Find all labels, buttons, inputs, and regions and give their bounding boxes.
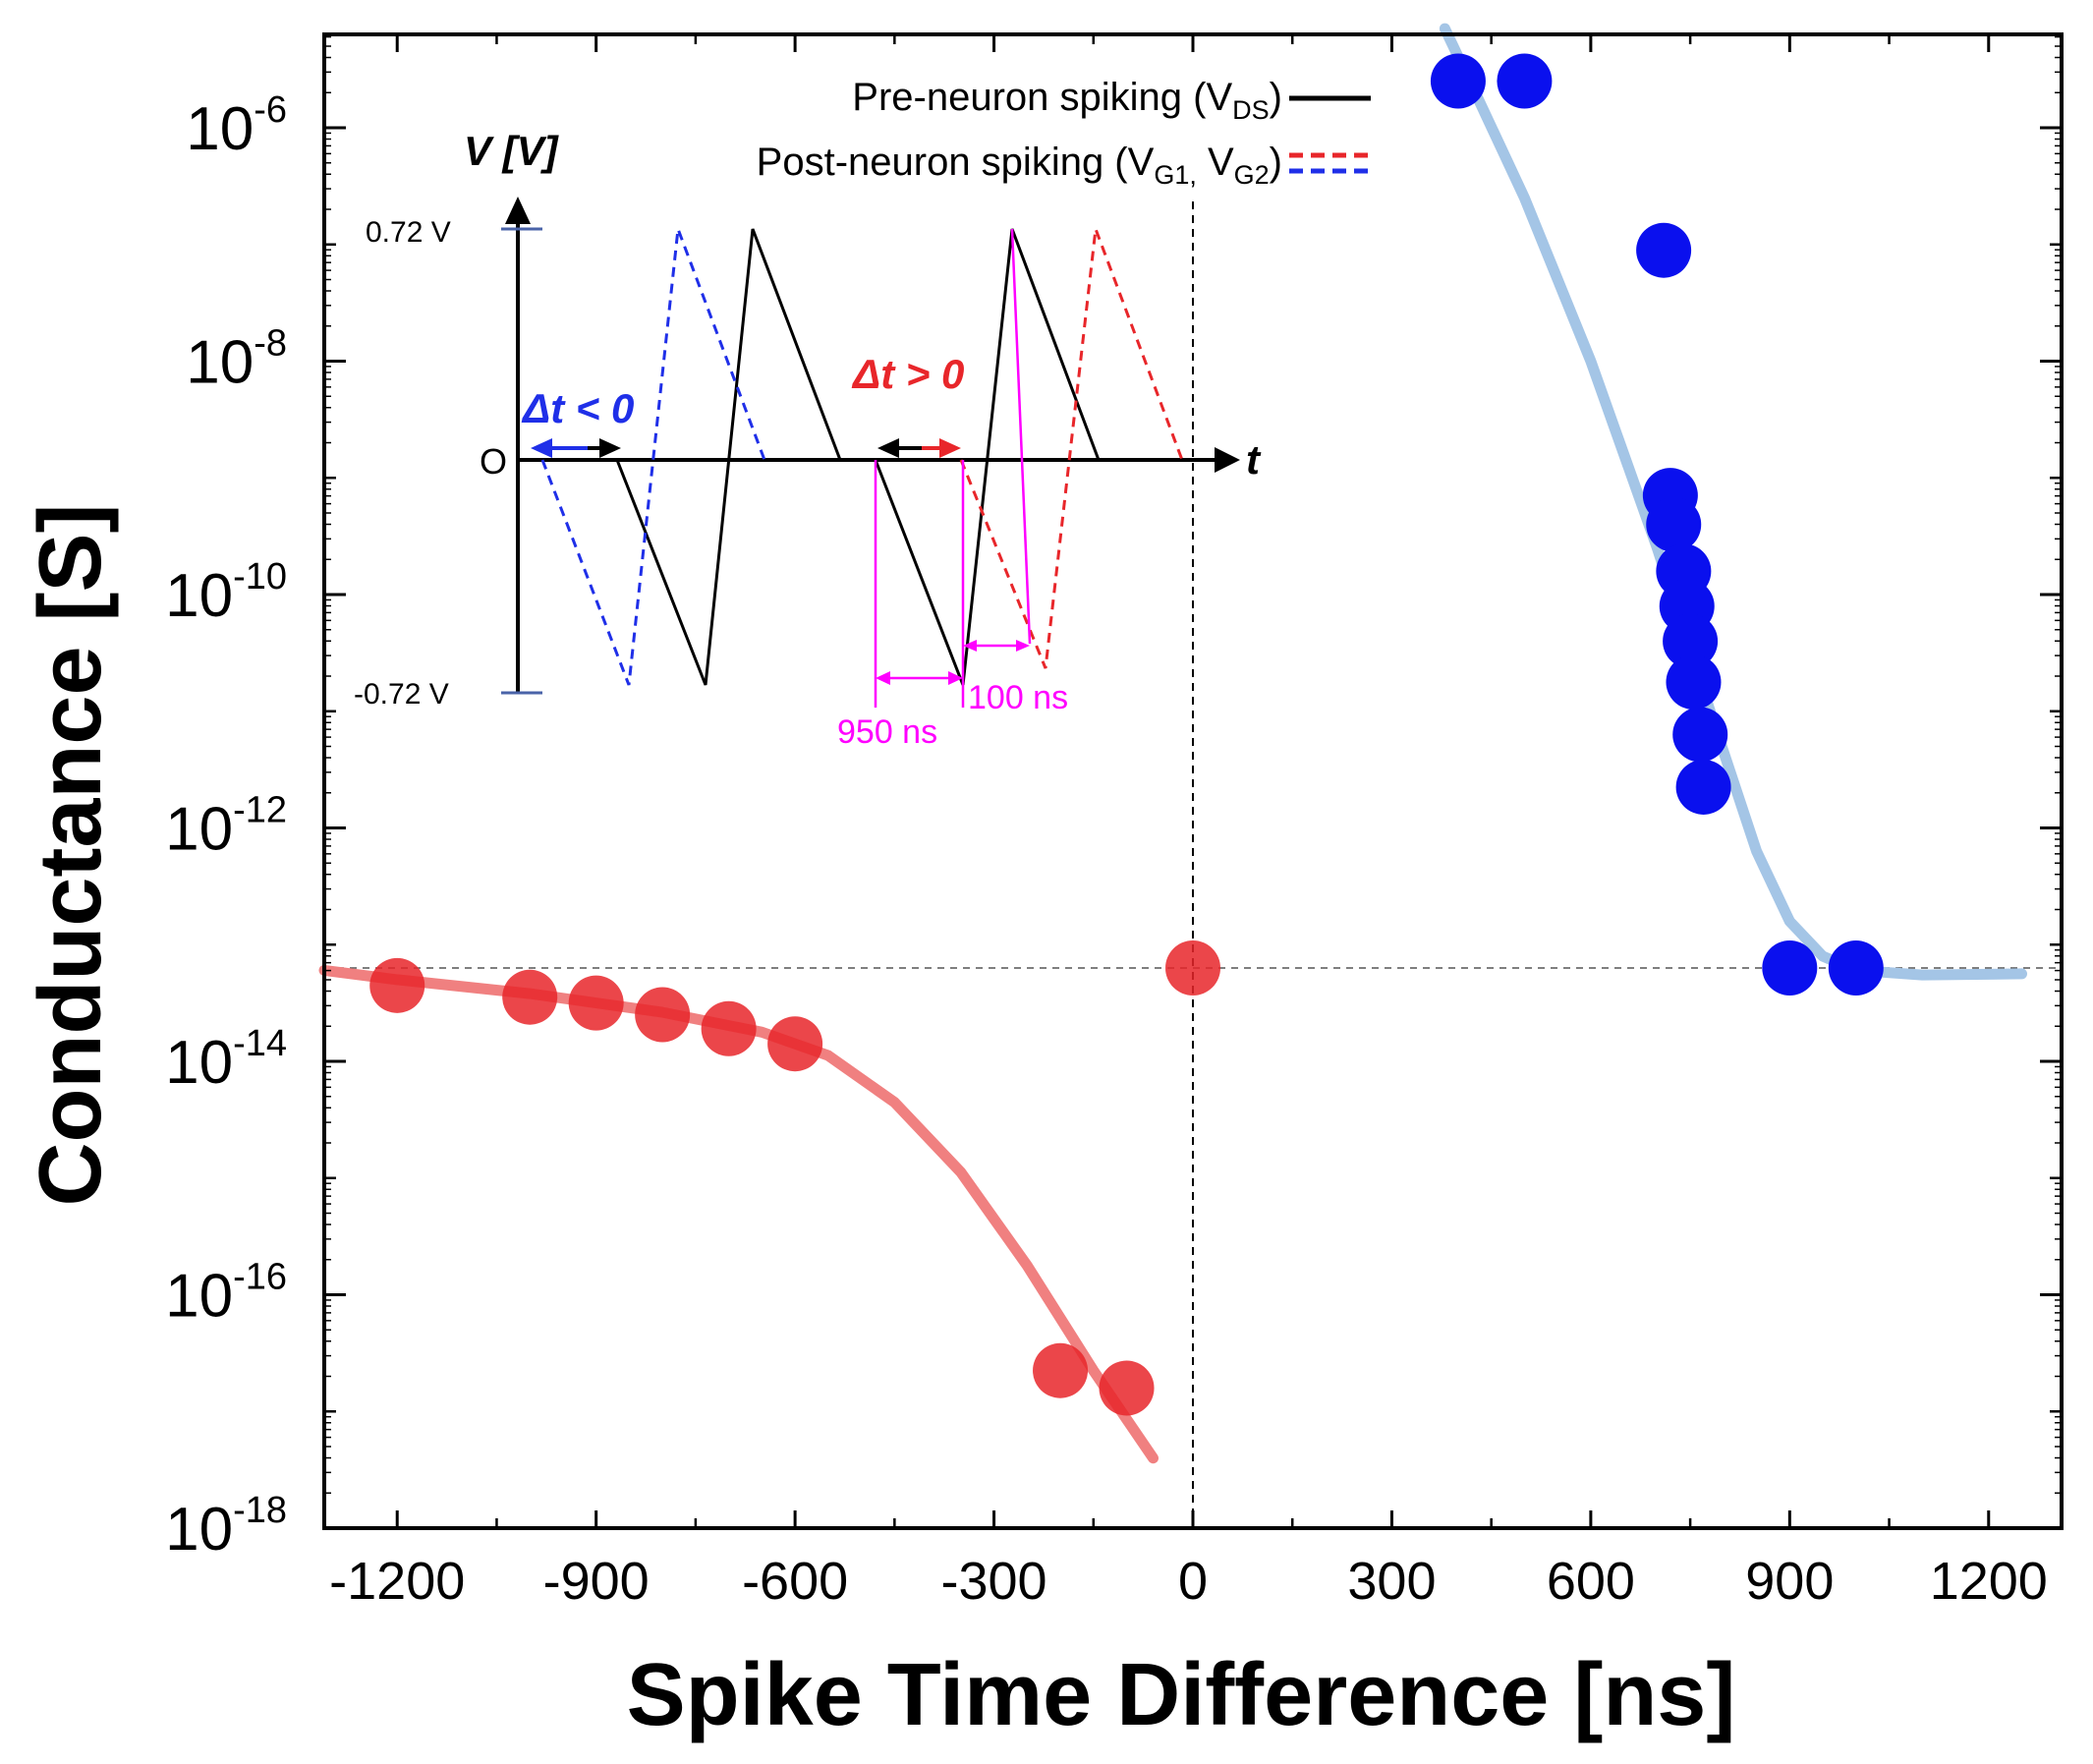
y-tick-base: 10 [165, 796, 233, 864]
inset-t-arrowhead [1215, 447, 1240, 473]
inset-v-low-label: -0.72 V [354, 678, 449, 711]
depression-point-1 [502, 969, 558, 1025]
legend-pre-text: Pre-neuron spiking (VDS) [852, 76, 1282, 125]
potentiation-point-2 [1636, 222, 1692, 278]
legend-post-sub1: G1, [1154, 160, 1197, 190]
x-tick-label: -600 [742, 1552, 848, 1611]
x-tick-labels: -1200 -900 -600 -300 0 300 600 900 1200 [329, 1552, 2048, 1611]
legend-pre-close: ) [1270, 76, 1282, 119]
x-axis-label: Spike Time Difference [ns] [627, 1646, 1736, 1744]
y-tick-label: 10-14 [165, 1023, 287, 1097]
dur-100-head-right [1016, 640, 1030, 652]
legend-post-text: Post-neuron spiking (VG1, VG2) [757, 141, 1282, 190]
inset-v-high-label: 0.72 V [366, 216, 451, 249]
y-tick-exponent: -8 [254, 323, 287, 365]
legend-post-sub2: G2 [1234, 160, 1270, 190]
y-tick-label: 10-18 [165, 1490, 287, 1564]
y-tick-label: 10-8 [186, 323, 287, 397]
y-tick-base: 10 [186, 95, 254, 163]
y-tick-label: 10-12 [165, 790, 287, 864]
y-tick-base: 10 [186, 329, 254, 397]
dur-marker-3 [1010, 228, 1032, 645]
y-tick-exponent: -14 [233, 1023, 287, 1064]
post-spike-blue-waveform [540, 228, 766, 686]
inset-origin-label: O [480, 441, 507, 482]
x-tick-label: 600 [1547, 1552, 1635, 1611]
y-tick-exponent: -16 [233, 1257, 287, 1298]
pre-spike-1-waveform [615, 228, 842, 686]
axis-ticks [324, 34, 2062, 1530]
legend-post-close: ) [1270, 141, 1282, 184]
potentiation-point-12 [1828, 940, 1884, 996]
dur-950-head-left [876, 671, 890, 685]
inset-diagram: V [V] t O 0.72 V -0.72 V Δt < 0 Δt > 0 9… [354, 76, 1371, 751]
x-tick-label: -1200 [329, 1552, 465, 1611]
y-tick-exponent: -10 [233, 556, 287, 597]
y-tick-base: 10 [165, 562, 233, 630]
potentiation-point-8 [1666, 654, 1722, 711]
depression-point-2 [568, 975, 624, 1031]
depression-point-4 [701, 1000, 757, 1056]
x-tick-label: 900 [1745, 1552, 1834, 1611]
y-tick-exponent: -18 [233, 1490, 287, 1531]
post-spike-red-waveform [959, 228, 1184, 669]
x-tick-label: -900 [543, 1552, 650, 1611]
dt-pos-arrowhead-left [877, 438, 899, 458]
potentiation-point-0 [1430, 53, 1486, 109]
y-tick-base: 10 [165, 1029, 233, 1097]
y-tick-label: 10-10 [165, 556, 287, 630]
x-tick-label: -300 [941, 1552, 1047, 1611]
potentiation-point-4 [1646, 496, 1702, 552]
depression-point-7 [1099, 1360, 1155, 1416]
dt-neg-arrowhead-right [599, 438, 621, 458]
legend-pre-main: Pre-neuron spiking (V [852, 76, 1232, 119]
y-tick-label: 10-6 [186, 89, 287, 163]
potentiation-point-7 [1663, 613, 1719, 669]
depression-fit-curve [318, 964, 1159, 1464]
dur-100-head-left [963, 640, 977, 652]
y-tick-exponent: -6 [254, 89, 287, 131]
pre-spike-2-waveform [874, 228, 1101, 686]
legend-pre-sub: DS [1232, 95, 1270, 125]
dt-neg-label: Δt < 0 [521, 385, 634, 431]
inset-v-label: V [V] [464, 128, 560, 174]
dur-100-label: 100 ns [968, 679, 1068, 716]
potentiation-point-9 [1672, 707, 1728, 763]
depression-point-0 [369, 957, 425, 1013]
legend-post-main2: V [1197, 141, 1234, 184]
depression-point-6 [1033, 1342, 1089, 1398]
dur-950-head-right [948, 671, 963, 685]
y-tick-exponent: -12 [233, 790, 287, 831]
depression-point-8 [1165, 940, 1220, 996]
depression-point-3 [635, 987, 691, 1043]
y-tick-base: 10 [165, 1263, 233, 1331]
dt-pos-arrowhead-right [939, 438, 961, 458]
dt-neg-arrowhead-left [531, 438, 552, 458]
potentiation-point-1 [1497, 53, 1553, 109]
y-tick-label: 10-16 [165, 1257, 287, 1331]
x-tick-label: 1200 [1930, 1552, 2048, 1611]
dur-950-label: 950 ns [837, 713, 937, 751]
dt-pos-label: Δt > 0 [851, 351, 964, 397]
x-tick-label: 0 [1178, 1552, 1208, 1611]
inset-t-label: t [1246, 436, 1262, 483]
potentiation-point-11 [1762, 940, 1818, 996]
potentiation-point-10 [1675, 759, 1731, 815]
depression-point-5 [767, 1016, 823, 1072]
y-tick-base: 10 [165, 1496, 233, 1564]
data-markers [369, 53, 1884, 1416]
legend-post-main: Post-neuron spiking (V [757, 141, 1155, 184]
y-axis-label: Conductance [S] [22, 503, 120, 1206]
inset-v-arrowhead [505, 197, 531, 224]
x-tick-label: 300 [1347, 1552, 1436, 1611]
